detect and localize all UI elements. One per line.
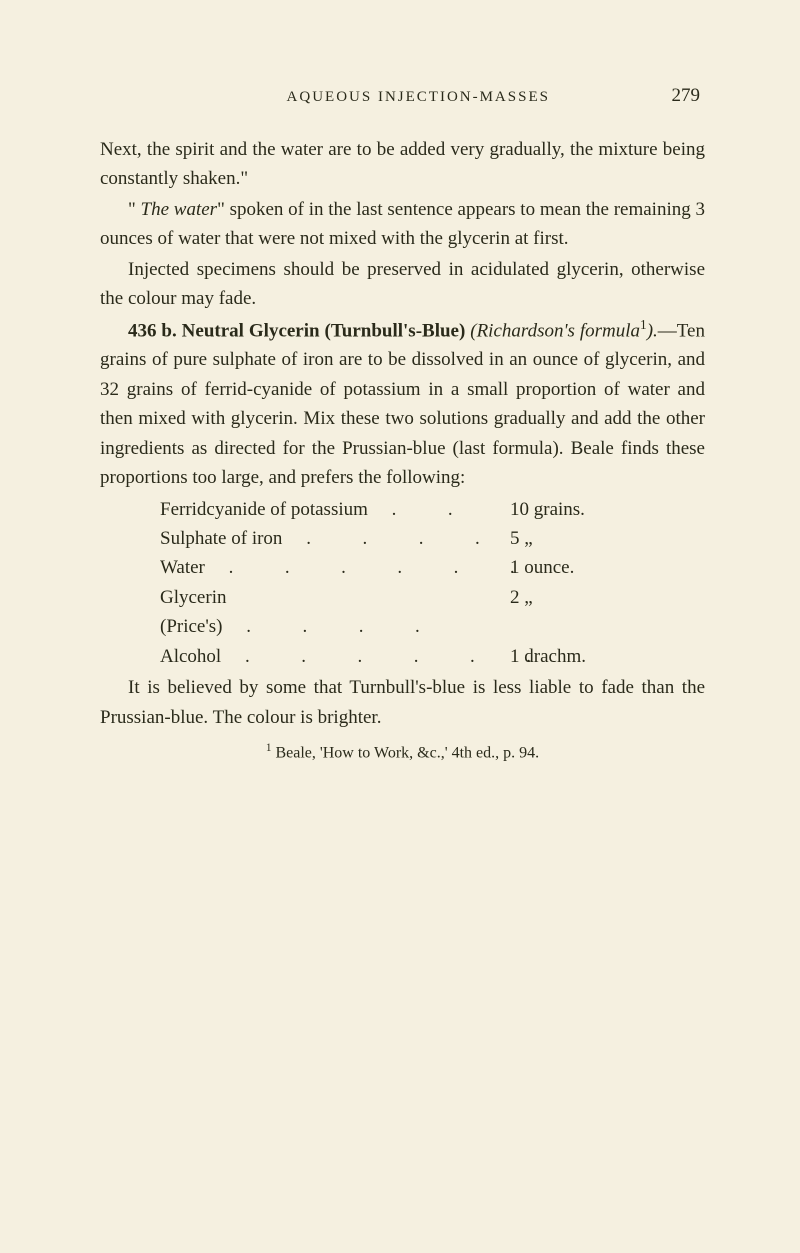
ingredient-name: Water . . . . . . — [160, 553, 500, 582]
ingredient-amount: 1 ounce. — [500, 553, 574, 582]
p4-sup: 1 — [640, 317, 647, 332]
ingredient-name: Sulphate of iron . . . . — [160, 524, 500, 553]
paragraph-2: " The water" spoken of in the last sente… — [100, 195, 705, 254]
running-head: AQUEOUS INJECTION-MASSES — [105, 89, 672, 106]
table-row: Water . . . . . . 1 ounce. — [160, 553, 705, 582]
paragraph-4: 436 b. Neutral Glycerin (Turnbull's-Blue… — [100, 315, 705, 493]
footnote: 1 Beale, 'How to Work, &c.,' 4th ed., p.… — [100, 740, 705, 766]
paragraph-5: It is believed by some that Turnbull's-b… — [100, 673, 705, 732]
table-row: Ferridcyanide of potassium . . 10 grains… — [160, 495, 705, 524]
ingredient-amount: 10 grains. — [500, 495, 585, 524]
body-text: Next, the spirit and the water are to be… — [100, 135, 705, 766]
ingredients-table: Ferridcyanide of potassium . . 10 grains… — [160, 495, 705, 672]
footnote-text: Beale, 'How to Work, &c.,' 4th ed., p. 9… — [271, 744, 539, 761]
p2-prefix: " — [128, 199, 141, 220]
p4-italic-close: ). — [647, 320, 658, 341]
ingredient-amount: 5 „ — [500, 524, 533, 553]
table-row: Glycerin (Price's) . . . . 2 „ — [160, 583, 705, 642]
ingredient-name: Ferridcyanide of potassium . . — [160, 495, 500, 524]
ingredient-amount: 1 drachm. — [500, 642, 586, 671]
p4-rest: —Ten grains of pure sulphate of iron are… — [100, 320, 705, 488]
table-row: Sulphate of iron . . . . 5 „ — [160, 524, 705, 553]
page-header: AQUEOUS INJECTION-MASSES 279 — [100, 85, 705, 107]
p2-italic: The water — [141, 199, 218, 220]
ingredient-name: Glycerin (Price's) . . . . — [160, 583, 500, 642]
ingredient-amount: 2 „ — [500, 583, 533, 642]
paragraph-3: Injected specimens should be preserved i… — [100, 255, 705, 314]
table-row: Alcohol . . . . . . 1 drachm. — [160, 642, 705, 671]
page-number: 279 — [672, 85, 701, 107]
paragraph-1: Next, the spirit and the water are to be… — [100, 135, 705, 194]
ingredient-name: Alcohol . . . . . . — [160, 642, 500, 671]
p4-bold: 436 b. Neutral Glycerin (Turnbull's-Blue… — [128, 320, 465, 341]
p4-italic-open: (Richardson's formula — [465, 320, 640, 341]
